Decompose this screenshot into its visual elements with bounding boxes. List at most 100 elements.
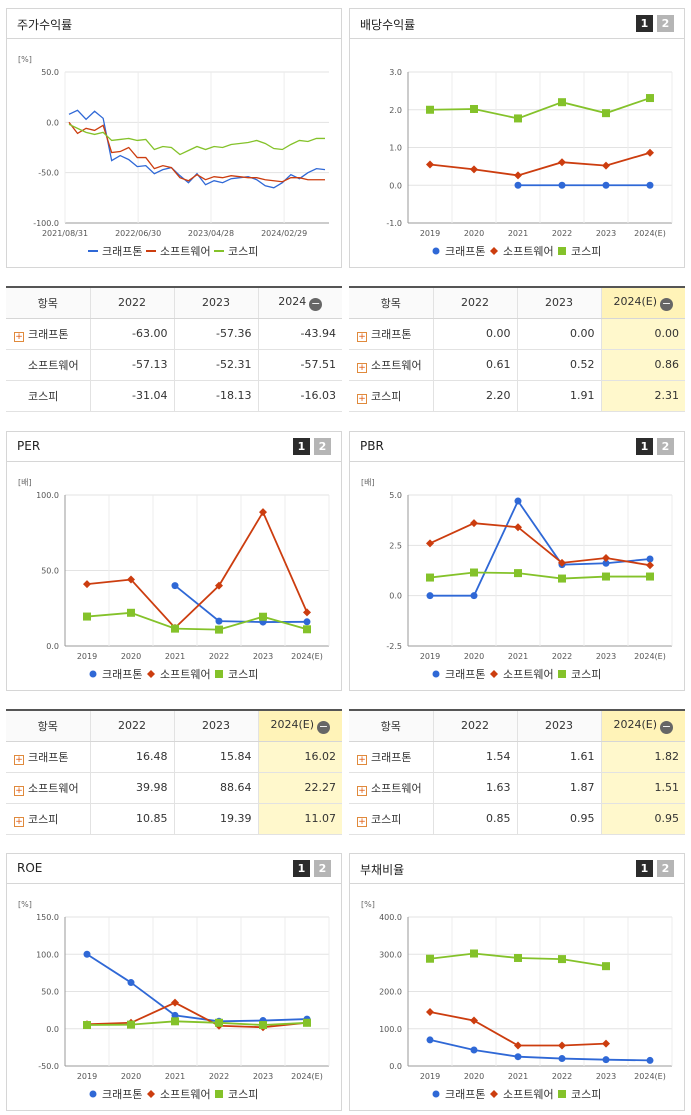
series-line	[429, 151, 651, 177]
expand-plus-icon[interactable]: +	[14, 785, 24, 796]
legend-label: 크래프톤	[102, 1088, 142, 1101]
page-2-button[interactable]: 2	[314, 860, 331, 877]
data-point	[83, 612, 91, 621]
expand-plus-icon[interactable]: +	[14, 816, 24, 827]
expand-plus-icon[interactable]: +	[357, 754, 367, 765]
data-point	[514, 181, 522, 189]
expand-plus-icon[interactable]: +	[357, 331, 367, 342]
page-2-button[interactable]: 2	[314, 438, 331, 455]
header-label: 항목	[37, 719, 58, 733]
expand-plus-icon[interactable]: +	[357, 362, 367, 373]
data-point	[470, 165, 478, 174]
collapse-icon[interactable]: −	[660, 719, 674, 734]
expand-plus-icon[interactable]: +	[357, 816, 367, 827]
header-label: 2024(E)	[613, 294, 658, 308]
x-tick-label: 2019	[420, 1072, 440, 1081]
y-tick-label: 2.0	[389, 106, 402, 115]
page-1-button[interactable]: 1	[293, 860, 310, 877]
value-cell: 0.85	[432, 803, 517, 835]
legend-label: 코스피	[228, 668, 258, 681]
series-line	[86, 1020, 308, 1026]
pager: 1 2	[636, 438, 674, 455]
panel-title: 부채비율	[360, 863, 405, 877]
table-header: 2022	[432, 287, 517, 319]
data-point	[171, 582, 179, 590]
legend-label: 코스피	[571, 245, 601, 258]
series-1	[426, 1007, 610, 1050]
data-point	[470, 592, 478, 600]
row-label: 소프트웨어	[28, 358, 79, 372]
value-cell: -57.51	[257, 349, 342, 381]
data-point	[426, 1036, 434, 1044]
data-point	[303, 625, 311, 634]
data-point	[602, 572, 610, 581]
expand-plus-icon[interactable]: +	[357, 393, 367, 404]
expand-plus-icon[interactable]: +	[357, 785, 367, 796]
header-label: 항목	[37, 296, 58, 310]
expand-plus-icon[interactable]: +	[14, 331, 24, 342]
data-point	[127, 979, 135, 987]
legend-label: 크래프톤	[445, 668, 485, 681]
value-cell: 0.00	[600, 318, 685, 350]
x-tick-label: 2023	[253, 652, 273, 661]
x-tick-label: 2019	[77, 1072, 97, 1081]
table-header-row: 항목 2022 2023 2024−	[6, 287, 342, 319]
header-label: 2023	[545, 296, 573, 310]
table-row: + 크래프톤 -63.00 -57.36 -43.94	[6, 318, 342, 350]
data-point	[646, 555, 654, 563]
legend-label: 소프트웨어	[503, 1088, 554, 1101]
page-2-button[interactable]: 2	[657, 15, 674, 32]
table-header: 항목	[6, 287, 90, 319]
y-tick-label: 0.0	[46, 118, 59, 127]
panel-title: 배당수익률	[360, 18, 416, 32]
header-label: 항목	[380, 719, 401, 733]
per-table: 항목 2022 2023 2024(E) − + 크래프톤 16.48 15.84 16.02 + 소…	[6, 709, 342, 835]
data-point	[646, 148, 654, 157]
data-point	[83, 950, 91, 958]
table-row: 소프트웨어 -57.13 -52.31 -57.51	[6, 349, 342, 381]
value-cell: 1.87	[516, 772, 601, 804]
panel-title: PER	[17, 439, 41, 453]
unit-label: [배]	[18, 478, 32, 487]
x-tick-label: 2022	[552, 1072, 572, 1081]
value-cell: 0.95	[516, 803, 601, 835]
row-label: 크래프톤	[28, 327, 69, 341]
y-tick-label: -2.5	[386, 642, 402, 651]
collapse-icon[interactable]: −	[317, 719, 331, 734]
series-line	[86, 510, 308, 630]
y-tick-label: 400.0	[379, 913, 402, 922]
per-panel: PER 1 2 [배] 100.0 50.0 0.0 2019 2020 2021 2022 2…	[6, 431, 342, 691]
series-line	[429, 571, 650, 580]
value-cell: 0.00	[432, 318, 517, 350]
data-point	[171, 1011, 179, 1019]
page-1-button[interactable]: 1	[636, 438, 653, 455]
header-label: 2024(E)	[613, 717, 658, 731]
data-point	[558, 1055, 566, 1063]
collapse-icon[interactable]: −	[660, 296, 674, 311]
data-point	[514, 1053, 522, 1061]
page-1-button[interactable]: 1	[293, 438, 310, 455]
page-2-button[interactable]: 2	[657, 438, 674, 455]
stock-return-panel: 주가수익률 [%] 50.0 0.0 -50.0 -100.0 2021/08/31 202…	[6, 8, 342, 268]
y-tick-label: 0.0	[46, 1025, 59, 1034]
page-2-button[interactable]: 2	[657, 860, 674, 877]
legend-label: 코스피	[228, 1088, 258, 1101]
row-label: 크래프톤	[371, 327, 412, 341]
collapse-icon[interactable]: −	[309, 296, 323, 311]
data-point	[514, 497, 522, 505]
page-1-button[interactable]: 1	[636, 15, 653, 32]
legend-marker	[89, 1090, 97, 1098]
data-point	[602, 109, 610, 118]
value-cell: 2.20	[432, 380, 517, 412]
table-header: 2023	[173, 287, 258, 319]
row-label: 소프트웨어	[371, 358, 422, 372]
expand-plus-icon[interactable]: +	[14, 754, 24, 765]
data-point	[127, 575, 135, 584]
page-1-button[interactable]: 1	[636, 860, 653, 877]
y-tick-label: 5.0	[389, 491, 402, 500]
unit-label: [%]	[18, 55, 32, 64]
value-cell: 0.95	[600, 803, 685, 835]
data-point	[602, 962, 610, 971]
table-row: + 소프트웨어 1.63 1.87 1.51	[349, 772, 685, 804]
